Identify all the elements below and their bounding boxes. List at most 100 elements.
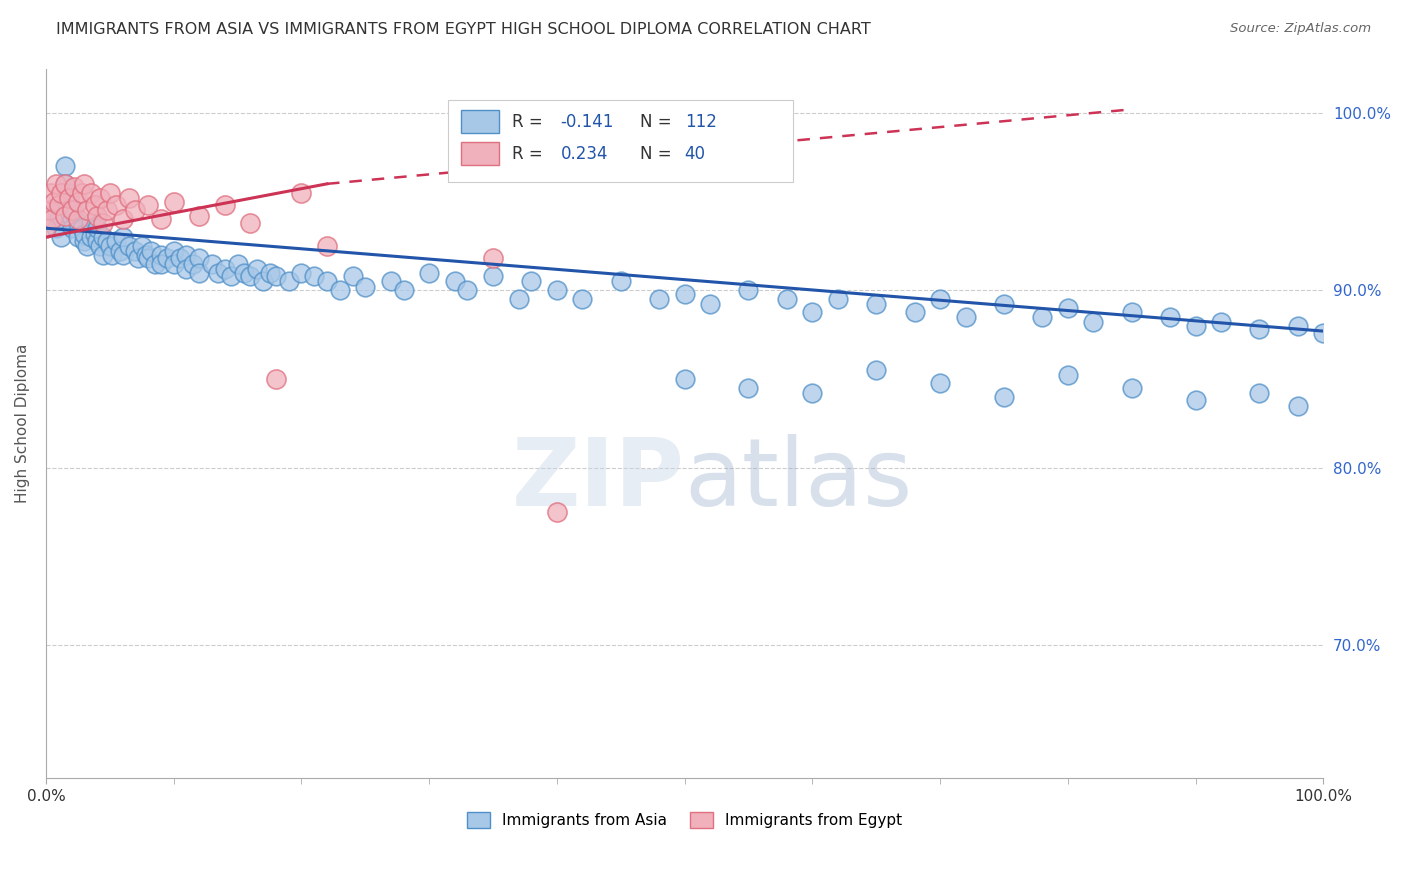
Point: [1286, 399, 1309, 413]
Point: [673, 372, 696, 386]
Point: [76, 203, 98, 218]
Point: [903, 304, 925, 318]
Point: [149, 248, 172, 262]
Point: [1286, 318, 1309, 333]
Point: [993, 297, 1015, 311]
Point: [136, 198, 159, 212]
Point: [801, 304, 824, 318]
Point: [136, 252, 159, 266]
Point: [60, 212, 83, 227]
Point: [443, 275, 465, 289]
Point: [1312, 326, 1334, 340]
Point: [111, 248, 134, 262]
Point: [520, 275, 543, 289]
FancyBboxPatch shape: [461, 143, 499, 165]
Point: [329, 283, 352, 297]
Point: [929, 376, 952, 390]
Point: [252, 275, 274, 289]
Point: [1031, 310, 1053, 324]
Point: [181, 257, 204, 271]
Point: [342, 269, 364, 284]
Point: [101, 248, 124, 262]
Point: [58, 191, 80, 205]
Point: [226, 257, 249, 271]
Point: [111, 212, 134, 227]
Point: [48, 212, 70, 227]
Point: [41, 203, 63, 218]
Point: [1056, 301, 1078, 315]
Text: N =: N =: [640, 112, 676, 131]
FancyBboxPatch shape: [449, 101, 793, 182]
Point: [98, 186, 121, 200]
Point: [239, 216, 262, 230]
Point: [89, 239, 111, 253]
Point: [214, 262, 236, 277]
Point: [66, 212, 89, 227]
Point: [35, 221, 58, 235]
Point: [66, 194, 89, 209]
Point: [79, 216, 101, 230]
Point: [163, 244, 186, 259]
Point: [73, 177, 96, 191]
Point: [699, 297, 721, 311]
Point: [290, 266, 312, 280]
Point: [118, 239, 141, 253]
Point: [1121, 304, 1143, 318]
Point: [648, 292, 671, 306]
Point: [93, 216, 115, 230]
Point: [53, 177, 76, 191]
Point: [86, 209, 108, 223]
Point: [188, 209, 211, 223]
Point: [143, 257, 166, 271]
Point: [51, 186, 73, 200]
Point: [290, 186, 312, 200]
Point: [96, 234, 118, 248]
Point: [259, 266, 281, 280]
Point: [929, 292, 952, 306]
FancyBboxPatch shape: [461, 111, 499, 133]
Point: [124, 244, 146, 259]
Point: [993, 390, 1015, 404]
Point: [264, 269, 287, 284]
Point: [955, 310, 977, 324]
Point: [127, 252, 149, 266]
Point: [53, 177, 76, 191]
Point: [79, 230, 101, 244]
Point: [380, 275, 402, 289]
Point: [508, 292, 530, 306]
Point: [546, 283, 568, 297]
Point: [51, 230, 73, 244]
Point: [86, 234, 108, 248]
Point: [827, 292, 849, 306]
Point: [188, 252, 211, 266]
Point: [169, 252, 191, 266]
Point: [93, 230, 115, 244]
Text: 0.234: 0.234: [561, 145, 609, 162]
Point: [63, 203, 86, 218]
Point: [118, 191, 141, 205]
Point: [392, 283, 415, 297]
Point: [41, 212, 63, 227]
Point: [45, 221, 67, 235]
Point: [737, 381, 759, 395]
Point: [1249, 322, 1271, 336]
Point: [163, 257, 186, 271]
Point: [93, 248, 115, 262]
Point: [42, 194, 65, 209]
Point: [264, 372, 287, 386]
Point: [53, 159, 76, 173]
Text: -0.141: -0.141: [561, 112, 614, 131]
Text: R =: R =: [512, 112, 548, 131]
Point: [673, 286, 696, 301]
Point: [354, 279, 377, 293]
Point: [76, 239, 98, 253]
Legend: Immigrants from Asia, Immigrants from Egypt: Immigrants from Asia, Immigrants from Eg…: [461, 806, 908, 834]
Y-axis label: High School Diploma: High School Diploma: [15, 343, 30, 503]
Point: [38, 203, 60, 218]
Point: [98, 239, 121, 253]
Point: [482, 269, 505, 284]
Point: [1056, 368, 1078, 383]
Point: [39, 186, 62, 200]
Point: [60, 203, 83, 218]
Point: [865, 363, 887, 377]
